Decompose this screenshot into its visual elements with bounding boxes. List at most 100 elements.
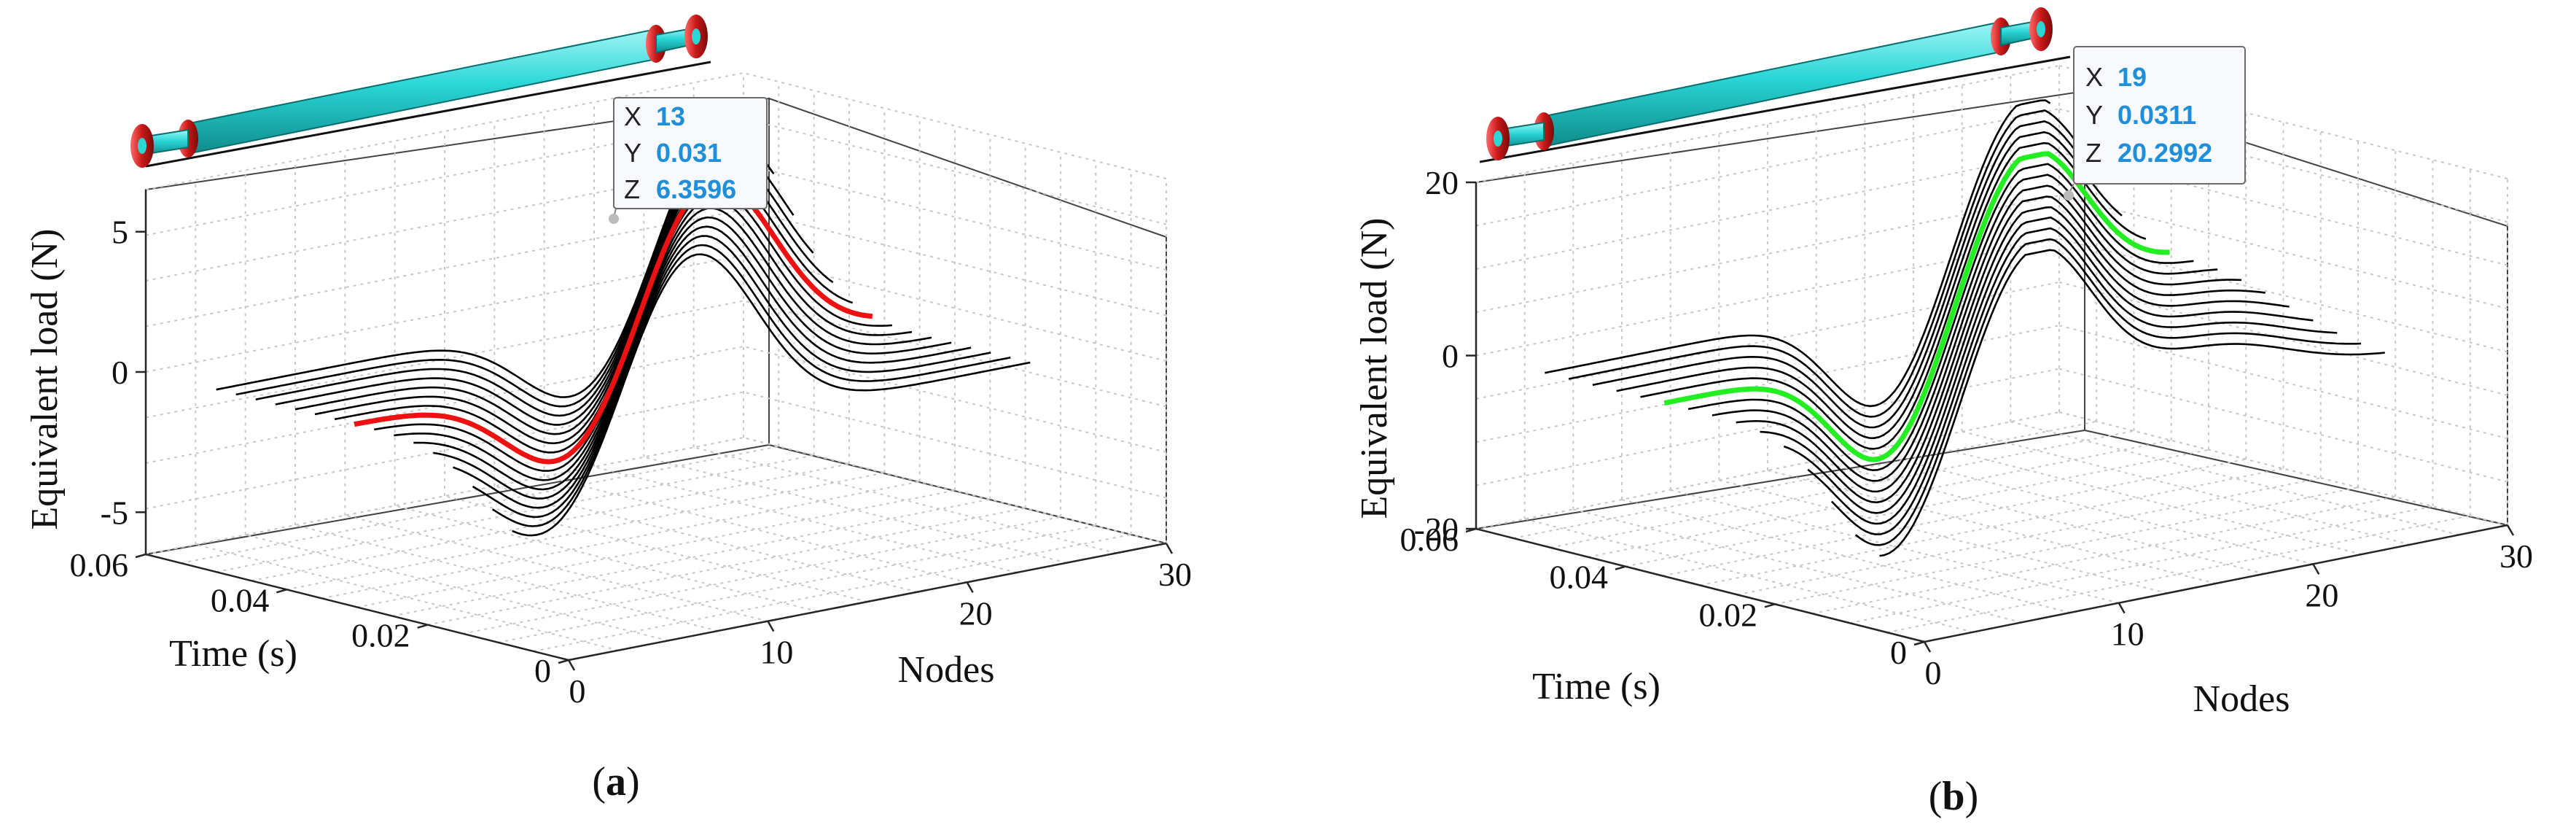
panel-b-y-axis-label: Time (s) <box>1532 666 1660 707</box>
x-tick <box>2506 524 2515 536</box>
curve <box>1687 163 2194 471</box>
panel-b-datatip-y-value: 0.0311 <box>2118 100 2196 130</box>
curve <box>512 253 1031 537</box>
y-axis-line <box>1475 527 1925 643</box>
curve <box>1807 216 2314 525</box>
curve <box>1830 227 2338 535</box>
y-tick-label: 0.04 <box>1550 559 1609 596</box>
panel-a-datatip[interactable]: X 13 Y 0.031 Z 6.3596 <box>609 97 768 224</box>
panel-b-curves <box>1545 99 2385 557</box>
z-tick-label: -20 <box>1414 511 1459 548</box>
x-tick <box>1923 641 1932 653</box>
pipe-end-bore-right <box>692 28 700 44</box>
pipe-underline <box>145 61 711 168</box>
panel-b-datatip-y-key: Y <box>2085 100 2103 130</box>
panel-a-datatip-x-key: X <box>624 101 641 131</box>
y-axis-line <box>145 553 569 662</box>
x-tick <box>2118 602 2126 614</box>
x-tick <box>966 581 974 593</box>
curve <box>216 115 735 398</box>
highlighted-curve <box>354 178 873 465</box>
y-tick <box>135 553 147 559</box>
curve <box>1640 141 2147 450</box>
curve <box>1712 174 2218 482</box>
panel-b-axes: 0 10 20 30 0 0.02 0.04 0.06-20 0 20 <box>1400 164 2534 691</box>
z-tick-label: 20 <box>1425 164 1459 201</box>
z-tick-label: 0 <box>112 354 128 391</box>
panel-a-datatip-marker <box>609 214 619 224</box>
panel-a-datatip-box <box>613 97 768 209</box>
curve <box>1736 185 2242 493</box>
curve <box>491 244 1011 527</box>
curve <box>1783 206 2290 514</box>
y-tick <box>1913 640 1925 646</box>
y-tick-label: 0.04 <box>211 581 270 618</box>
panel-a-datatip-z-key: Z <box>624 174 640 204</box>
panel-b-z-axis-label: Equivalent load (N) <box>1354 218 1395 519</box>
panel-b-datatip-box <box>2073 46 2246 185</box>
panel-b-pipe-illustration <box>1479 7 2071 163</box>
panel-b-datatip-z-value: 20.2992 <box>2118 138 2212 168</box>
z-tick-label: -5 <box>101 494 128 531</box>
y-tick-label: 0 <box>1890 634 1907 671</box>
panel-a-back-walls <box>145 97 1167 662</box>
panel-b-datatip-z-key: Z <box>2085 138 2101 168</box>
x-tick-label: 10 <box>760 634 793 671</box>
curve <box>235 124 755 408</box>
panel-a-pipe-illustration <box>130 15 711 168</box>
panel-b-x-axis-label: Nodes <box>2193 678 2290 720</box>
panel-b-chart: 0 10 20 30 0 0.02 0.04 0.06-20 0 20 Equivalent lo… <box>1354 7 2533 819</box>
x-tick <box>767 621 775 632</box>
y-tick-label: 0.06 <box>1400 521 1459 558</box>
pipe-underline <box>1479 55 2071 163</box>
curve <box>1854 238 2362 546</box>
panel-b-datatip-x-key: X <box>2085 62 2103 92</box>
x-tick-label: 30 <box>2499 538 2533 575</box>
y-tick-label: 0.02 <box>1699 596 1758 633</box>
panel-a-datatip-x-value: 13 <box>656 101 685 131</box>
panel-b-datatip-x-value: 19 <box>2118 62 2147 92</box>
curve <box>1616 131 2123 439</box>
z-tick-label: 0 <box>1442 338 1459 375</box>
highlighted-curve <box>1663 151 2170 462</box>
y-tick <box>1615 565 1626 570</box>
x-tick <box>1165 543 1174 554</box>
panel-a-y-axis-label: Time (s) <box>169 633 297 675</box>
panel-a-datatip-y-key: Y <box>624 138 641 168</box>
x-tick-label: 20 <box>959 594 993 632</box>
x-tick-label: 10 <box>2111 616 2144 653</box>
z-tick-label: 5 <box>112 214 128 251</box>
x-tick <box>567 659 576 671</box>
curve <box>472 235 991 519</box>
panel-a-x-axis-label: Nodes <box>898 649 995 691</box>
pipe-end-bore-right <box>2037 21 2045 37</box>
panel-b-datatip[interactable]: X 19 Y 0.0311 Z 20.2992 <box>2064 46 2246 201</box>
curve <box>1568 109 2075 418</box>
curve <box>1879 249 2385 557</box>
y-tick-label: 0.06 <box>70 546 129 583</box>
curve <box>413 207 932 491</box>
curve <box>1592 120 2099 429</box>
curve <box>1760 195 2265 504</box>
panel-b-datatip-marker <box>2064 190 2074 201</box>
x-axis-line <box>568 542 1167 662</box>
curve <box>1545 99 2051 408</box>
x-tick-label: 30 <box>1158 556 1192 593</box>
x-tick-label: 0 <box>1925 654 1942 691</box>
panel-a-chart: 0 10 20 30 0 0.02 0.04 0.06 -5 0 5 Equivalent load… <box>24 15 1192 804</box>
x-tick-label: 0 <box>569 672 586 710</box>
x-tick-label: 20 <box>2305 576 2338 613</box>
y-tick <box>276 589 287 594</box>
x-axis-line <box>1924 524 2508 643</box>
panel-a-z-axis-label: Equivalent load (N) <box>24 229 66 530</box>
curve <box>433 216 952 500</box>
pipe-end-bore-left <box>138 138 147 154</box>
panel-a-datatip-z-value: 6.3596 <box>656 174 736 204</box>
x-tick <box>2312 563 2320 575</box>
panel-a-caption: (a) <box>592 759 639 804</box>
panel-a-datatip-y-value: 0.031 <box>656 138 722 168</box>
curve <box>453 225 972 509</box>
y-tick <box>417 624 429 629</box>
y-tick-label: 0 <box>534 652 551 689</box>
pipe-end-bore-left <box>1494 131 1502 147</box>
